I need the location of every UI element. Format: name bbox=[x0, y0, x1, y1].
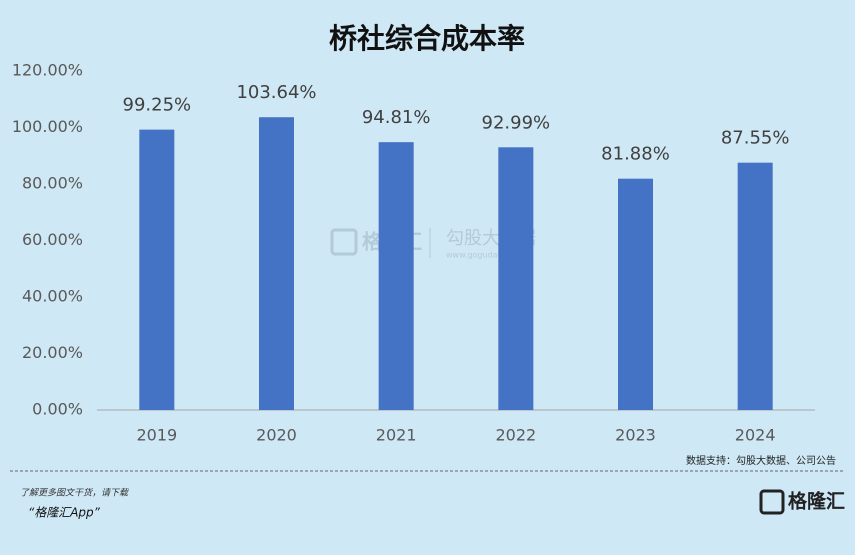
y-tick-label: 20.00% bbox=[22, 343, 83, 362]
value-label: 99.25% bbox=[123, 95, 192, 116]
watermark-icon bbox=[330, 228, 358, 256]
x-tick-label: 2019 bbox=[136, 426, 177, 445]
bar bbox=[259, 117, 294, 410]
value-label: 94.81% bbox=[362, 107, 431, 128]
value-label: 81.88% bbox=[601, 144, 670, 165]
y-tick-label: 40.00% bbox=[22, 287, 83, 306]
x-tick-label: 2021 bbox=[376, 426, 417, 445]
bar bbox=[737, 162, 773, 410]
footer-prompt: 了解更多图文干货，请下载 bbox=[20, 488, 129, 499]
source-note: 数据支持：勾股大数据、公司公告 bbox=[686, 454, 836, 467]
watermark-url: www.gogudata.com bbox=[446, 251, 525, 260]
value-label: 92.99% bbox=[482, 112, 551, 133]
logo-icon bbox=[759, 489, 785, 515]
x-tick-label: 2024 bbox=[735, 426, 776, 445]
value-label: 87.55% bbox=[721, 128, 790, 149]
value-label: 103.64% bbox=[236, 82, 316, 103]
bar bbox=[378, 142, 414, 410]
x-tick-label: 2023 bbox=[615, 426, 656, 445]
y-tick-label: 60.00% bbox=[22, 230, 83, 249]
bar bbox=[618, 178, 653, 410]
x-tick-label: 2022 bbox=[495, 426, 536, 445]
y-tick-label: 120.00% bbox=[12, 61, 83, 80]
x-tick-label: 2020 bbox=[256, 426, 297, 445]
footer-app: “格隆汇App” bbox=[28, 506, 101, 520]
bar bbox=[139, 129, 175, 410]
y-tick-label: 80.00% bbox=[22, 174, 83, 193]
y-tick-label: 100.00% bbox=[12, 117, 83, 136]
chart-title: 桥社综合成本率 bbox=[329, 22, 525, 55]
bar bbox=[498, 147, 534, 410]
logo-text: 格隆汇 bbox=[788, 490, 845, 513]
y-tick-label: 0.00% bbox=[32, 400, 83, 419]
